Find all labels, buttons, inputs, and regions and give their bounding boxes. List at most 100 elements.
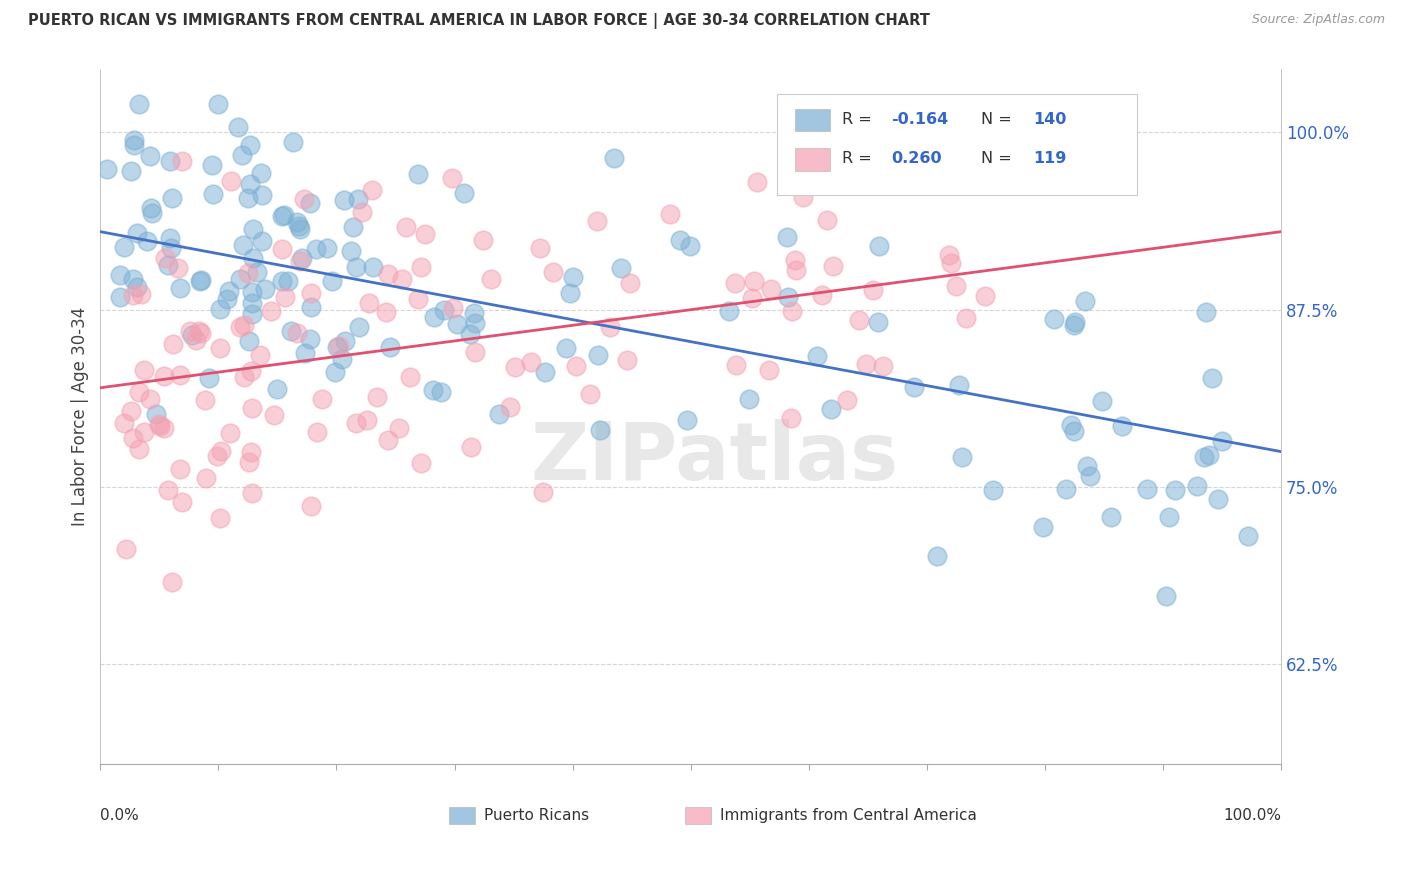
Point <box>458 326 481 341</box>
Point <box>240 401 263 415</box>
Point <box>208 511 231 525</box>
Point <box>463 306 485 320</box>
Point <box>1043 311 1066 326</box>
Point <box>1099 510 1122 524</box>
Point <box>219 174 242 188</box>
Point <box>377 433 399 447</box>
Point <box>226 120 249 134</box>
Point <box>201 158 224 172</box>
Point <box>326 340 349 354</box>
Point <box>332 352 354 367</box>
Point <box>238 334 260 348</box>
Point <box>239 137 262 152</box>
Point <box>128 384 150 399</box>
Point <box>139 202 162 216</box>
Point <box>1157 510 1180 524</box>
Point <box>361 182 384 196</box>
Point <box>127 280 149 294</box>
Text: -0.164: -0.164 <box>891 112 949 128</box>
Point <box>1076 459 1098 474</box>
Point <box>585 214 607 228</box>
Point <box>453 186 475 200</box>
Point <box>288 222 311 236</box>
Point <box>346 193 368 207</box>
Point <box>208 301 231 316</box>
Point <box>395 220 418 235</box>
Point <box>534 365 557 379</box>
Point <box>472 233 495 247</box>
Point <box>136 234 159 248</box>
Point <box>252 187 274 202</box>
Point <box>1091 394 1114 409</box>
Point <box>239 445 262 459</box>
Point <box>1111 419 1133 434</box>
Point <box>215 293 238 307</box>
Point <box>283 136 305 150</box>
Point <box>145 407 167 421</box>
Point <box>349 320 371 334</box>
Point <box>291 251 314 265</box>
Point <box>1136 483 1159 497</box>
Point <box>1054 482 1077 496</box>
Point <box>406 167 429 181</box>
Point <box>160 241 183 255</box>
Point <box>409 457 432 471</box>
Point <box>127 226 149 240</box>
Point <box>342 220 364 235</box>
Point <box>780 304 803 318</box>
Point <box>848 313 870 327</box>
Point <box>519 355 541 369</box>
Point <box>305 242 328 256</box>
Point <box>139 392 162 406</box>
Point <box>745 175 768 189</box>
Point <box>155 252 177 266</box>
Point <box>299 300 322 314</box>
Point <box>249 348 271 362</box>
Text: N =: N = <box>981 152 1017 167</box>
Point <box>344 260 367 274</box>
Point <box>122 287 145 301</box>
Point <box>242 222 264 236</box>
Point <box>938 247 960 261</box>
Point <box>945 279 967 293</box>
Point <box>167 261 190 276</box>
Point <box>277 274 299 288</box>
Point <box>619 276 641 290</box>
Point <box>201 186 224 201</box>
Point <box>717 304 740 318</box>
Point <box>333 193 356 207</box>
Point <box>602 151 624 165</box>
Point <box>240 285 263 300</box>
Point <box>862 284 884 298</box>
Point <box>328 339 350 353</box>
Point <box>299 333 322 347</box>
Point <box>375 305 398 319</box>
Point <box>868 314 890 328</box>
Point <box>872 359 894 373</box>
Point <box>114 416 136 430</box>
Point <box>160 191 183 205</box>
Point <box>159 231 181 245</box>
Point <box>1195 305 1218 319</box>
FancyBboxPatch shape <box>778 95 1137 195</box>
Text: PUERTO RICAN VS IMMIGRANTS FROM CENTRAL AMERICA IN LABOR FORCE | AGE 30-34 CORRE: PUERTO RICAN VS IMMIGRANTS FROM CENTRAL … <box>28 13 929 29</box>
Point <box>422 383 444 397</box>
Point <box>378 340 401 354</box>
Point <box>440 171 463 186</box>
Point <box>1185 479 1208 493</box>
Point <box>240 296 263 310</box>
Point <box>110 268 132 282</box>
Point <box>758 363 780 377</box>
Point <box>430 385 453 400</box>
Point <box>273 208 295 222</box>
FancyBboxPatch shape <box>449 807 475 824</box>
Point <box>179 324 201 338</box>
Point <box>616 352 638 367</box>
FancyBboxPatch shape <box>794 148 830 170</box>
Point <box>499 400 522 414</box>
Point <box>219 425 242 440</box>
Point <box>152 420 174 434</box>
Point <box>776 290 799 304</box>
Point <box>1078 468 1101 483</box>
Point <box>488 407 510 421</box>
